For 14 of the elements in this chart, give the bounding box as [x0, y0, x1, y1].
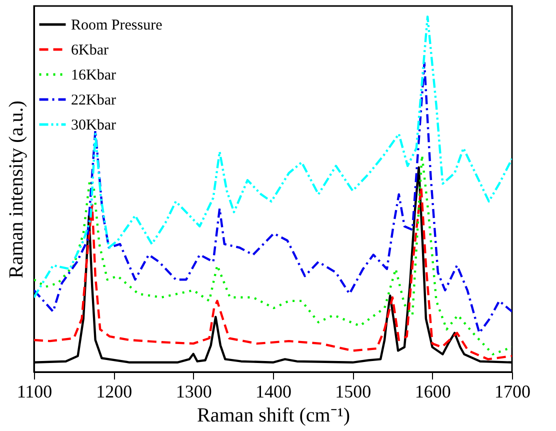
x-tick-label: 1700 — [494, 382, 530, 402]
x-tick-label: 1500 — [335, 382, 372, 402]
y-axis-title: Raman intensity (a.u.) — [6, 100, 28, 278]
legend-label: 6Kbar — [71, 42, 108, 58]
legend-label: Room Pressure — [71, 18, 163, 34]
legend-label: 22Kbar — [71, 92, 116, 108]
legend-label: 30Kbar — [71, 118, 116, 134]
x-tick-label: 1200 — [96, 382, 132, 402]
x-tick-label: 1100 — [16, 382, 52, 402]
x-tick-label: 1600 — [414, 382, 451, 402]
legend-label: 16Kbar — [71, 68, 116, 84]
x-axis-title: Raman shift (cm⁻¹) — [197, 404, 350, 426]
x-tick-label: 1400 — [256, 382, 292, 402]
x-tick-label: 1300 — [176, 382, 212, 402]
